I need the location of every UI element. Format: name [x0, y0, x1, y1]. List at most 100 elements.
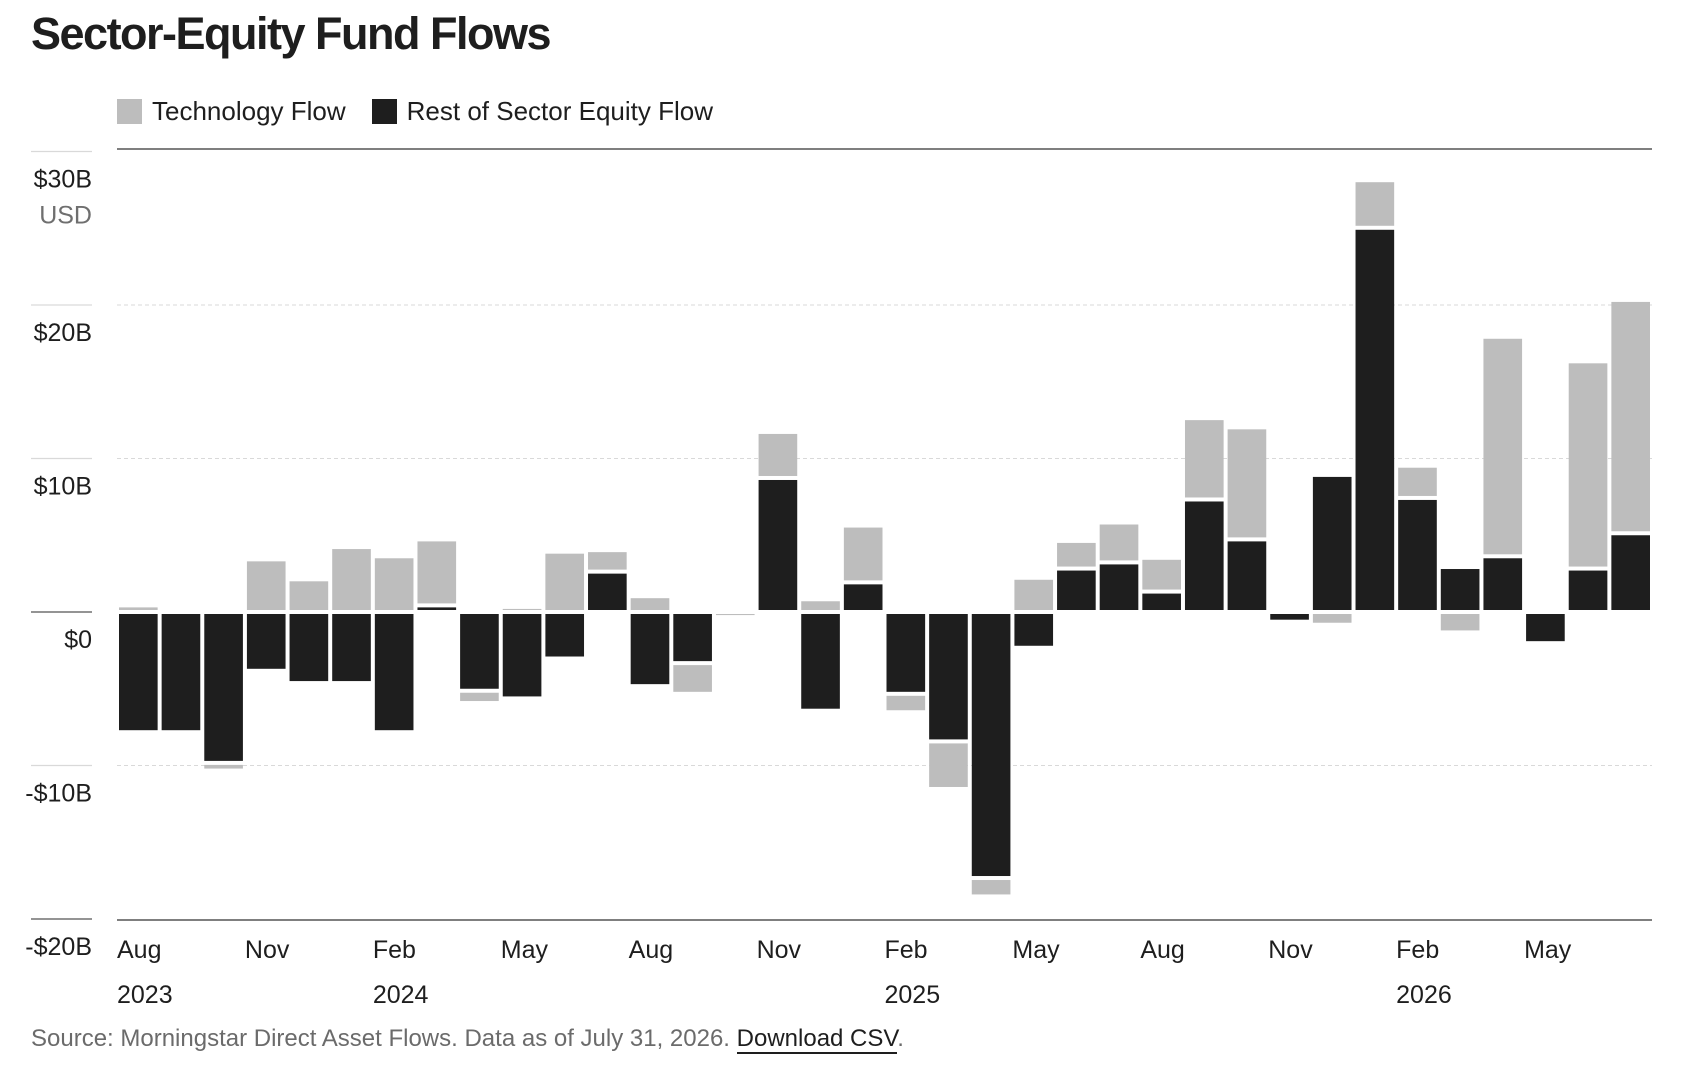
x-tick-label-month: May [1524, 936, 1572, 964]
bar-technology [1057, 542, 1096, 567]
legend-item-rest: Rest of Sector Equity Flow [371, 96, 713, 127]
bar-technology [1483, 338, 1523, 555]
legend-swatch-rest [371, 99, 397, 124]
bar-technology [758, 433, 798, 476]
bars [117, 182, 1652, 895]
bar-technology [204, 764, 243, 769]
y-tick-label: $30B [34, 166, 92, 194]
bar-technology [246, 561, 286, 612]
bar-rest [1099, 564, 1139, 612]
bar-technology [545, 553, 585, 612]
x-tick-label-month: May [501, 936, 549, 964]
bar-rest [1057, 570, 1096, 612]
bar-technology [1142, 559, 1181, 590]
x-tick-label-year: 2023 [117, 981, 173, 1009]
bar-rest [204, 612, 243, 761]
x-tick-label-month: Nov [1268, 936, 1313, 964]
download-csv-link[interactable]: Download CSV [736, 1025, 898, 1054]
x-tick-label-year: 2025 [885, 981, 941, 1009]
bar-technology [1440, 612, 1480, 631]
bar-technology [1398, 467, 1437, 496]
x-tick-label-month: Nov [245, 936, 290, 964]
bar-rest [673, 612, 712, 662]
bar-technology [1568, 363, 1608, 567]
bar-rest [1014, 612, 1054, 646]
bar-rest [1184, 501, 1224, 612]
bar-rest [289, 612, 329, 682]
bar-rest [971, 612, 1011, 877]
x-tick-label-month: Feb [885, 936, 928, 964]
x-tick-label-month: Feb [1396, 936, 1439, 964]
bar-rest [588, 573, 627, 612]
bar-rest [119, 612, 158, 731]
bar-rest [801, 612, 840, 709]
source-text: Source: Morningstar Direct Asset Flows. … [31, 1025, 730, 1052]
bar-technology [886, 695, 926, 711]
bar-technology [801, 601, 840, 612]
bar-technology [460, 692, 499, 702]
bar-rest [460, 612, 499, 689]
bar-rest [502, 612, 542, 697]
bar-technology [843, 527, 883, 581]
bar-rest [1483, 558, 1523, 612]
y-tick-label: $0 [64, 626, 92, 654]
bar-rest [1440, 569, 1480, 612]
bar-technology [588, 552, 627, 570]
bar-technology [332, 549, 371, 612]
x-tick-label-year: 2024 [373, 981, 429, 1009]
y-tick-label: $20B [34, 319, 92, 347]
y-tick-label: -$10B [25, 780, 92, 808]
bar-rest [843, 584, 883, 612]
bar-technology [1355, 182, 1395, 226]
source-trailing: . [897, 1025, 904, 1052]
legend-swatch-technology [117, 99, 142, 124]
x-tick-label-month: Feb [373, 936, 416, 964]
bar-technology [1611, 301, 1650, 532]
bar-technology [374, 558, 414, 612]
bar-rest [1142, 593, 1181, 612]
bar-rest [1398, 499, 1437, 612]
bar-rest [929, 612, 968, 740]
bar-technology [630, 598, 670, 612]
x-tick-label-month: Aug [117, 936, 161, 964]
y-tick-label: -$20B [25, 933, 92, 961]
bar-technology [119, 607, 158, 612]
bar-rest [1270, 612, 1309, 620]
bar-technology [1099, 524, 1139, 561]
legend-label-technology: Technology Flow [152, 96, 346, 126]
bar-rest [417, 607, 457, 612]
bar-rest [886, 612, 926, 692]
bar-rest [1526, 612, 1565, 642]
legend-item-technology: Technology Flow [117, 96, 346, 127]
bar-technology [1014, 579, 1054, 612]
bar-rest [545, 612, 585, 657]
bar-rest [1611, 535, 1650, 612]
bar-rest [630, 612, 670, 685]
bar-rest [161, 612, 201, 731]
x-tick-label-month: Aug [629, 936, 673, 964]
bar-technology [1184, 420, 1224, 498]
chart-title: Sector-Equity Fund Flows [31, 8, 552, 59]
y-unit-label: USD [39, 202, 92, 230]
bar-technology [971, 880, 1011, 895]
bar-rest [1227, 541, 1267, 612]
y-tick-label: $10B [34, 473, 92, 501]
bar-rest [1568, 570, 1608, 612]
bar-rest [374, 612, 414, 731]
bar-rest [1355, 229, 1395, 612]
x-tick-label-month: Aug [1140, 936, 1184, 964]
bar-rest [246, 612, 286, 669]
bar-rest [758, 479, 798, 612]
x-tick-label-month: Nov [757, 936, 802, 964]
axes: $30B $20B $10B $0 -$10B -$20B USD Aug 2023 Nov Feb… [25, 148, 1652, 1009]
bar-technology [1312, 612, 1352, 623]
bar-technology [929, 743, 968, 787]
bar-technology [1227, 429, 1267, 538]
bar-rest [1312, 476, 1352, 612]
x-tick-label-year: 2026 [1396, 981, 1452, 1009]
legend-label-rest: Rest of Sector Equity Flow [406, 96, 713, 126]
bar-technology [289, 581, 329, 612]
source-note: Source: Morningstar Direct Asset Flows. … [31, 1025, 904, 1054]
bar-rest [332, 612, 371, 682]
